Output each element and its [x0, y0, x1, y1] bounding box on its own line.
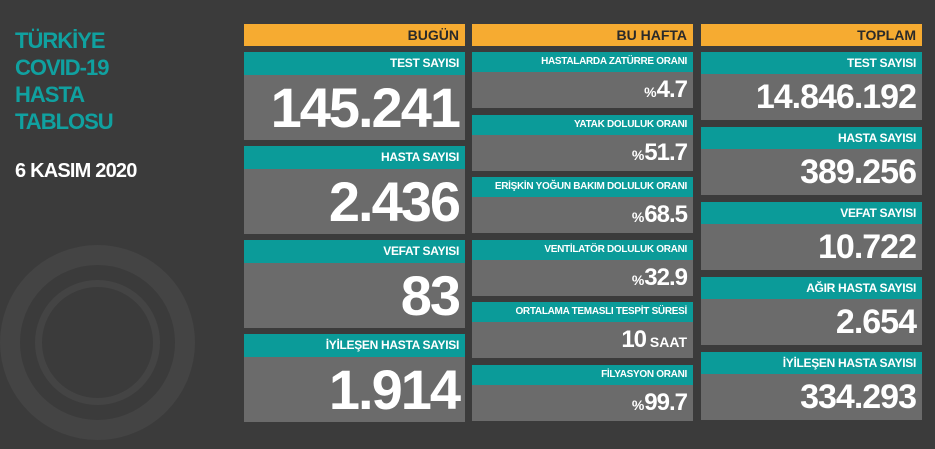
stat-suffix: SAAT	[646, 334, 687, 350]
ministry-emblem-inner-icon	[35, 280, 160, 405]
stat-value: %32.9	[472, 260, 693, 296]
stat-number: 32.9	[644, 263, 688, 291]
stat-label: HASTA SAYISI	[701, 127, 922, 149]
total-column: TOPLAM TEST SAYISI 14.846.192 HASTA SAYISI…	[701, 24, 922, 420]
today-stat-card: VEFAT SAYISI 83	[244, 240, 465, 328]
report-date: 6 KASIM 2020	[15, 160, 137, 182]
stat-number: 68.5	[644, 201, 688, 228]
today-stat-card: TEST SAYISI 145.241	[244, 52, 465, 140]
stat-label: TEST SAYISI	[244, 52, 465, 75]
week-header: BU HAFTA	[472, 24, 693, 46]
stat-value: %68.5	[472, 197, 693, 233]
week-stat-card: FİLYASYON ORANI %99.7	[472, 364, 693, 421]
stat-prefix: %	[631, 209, 645, 225]
total-stat-card: HASTA SAYISI 389.256	[701, 127, 922, 195]
stat-label: VEFAT SAYISI	[244, 240, 465, 263]
title-line: TABLOSU	[15, 109, 114, 134]
stat-value: %51.7	[472, 135, 693, 171]
stat-prefix: %	[631, 146, 645, 163]
total-stat-card: TEST SAYISI 14.846.192	[701, 52, 922, 120]
stat-value: 389.256	[800, 153, 917, 191]
today-header: BUGÜN	[244, 24, 465, 46]
title-line: TÜRKİYE	[15, 28, 106, 53]
stat-value: 83	[400, 264, 461, 327]
stat-value: 145.241	[270, 76, 461, 139]
stat-number: 4.7	[656, 76, 688, 103]
stat-label: AĞIR HASTA SAYISI	[701, 277, 922, 299]
page-title: TÜRKİYE COVID-19 HASTA TABLOSU	[15, 27, 215, 135]
title-line: HASTA	[15, 82, 85, 107]
title-line: COVID-19	[15, 55, 109, 80]
total-header: TOPLAM	[701, 24, 922, 46]
week-stat-card: VENTİLATÖR DOLULUK ORANI %32.9	[472, 239, 693, 296]
week-stat-card: ORTALAMA TEMASLI TESPİT SÜRESİ 10 SAAT	[472, 302, 693, 358]
stat-value: 14.846.192	[755, 78, 917, 116]
stat-value: 1.914	[328, 358, 461, 421]
stat-value: %99.7	[472, 385, 693, 421]
stat-label: İYİLEŞEN HASTA SAYISI	[701, 352, 922, 374]
stat-label: TEST SAYISI	[701, 52, 922, 74]
stat-value: 334.293	[800, 378, 917, 416]
stat-prefix: %	[631, 396, 645, 413]
stat-label: VEFAT SAYISI	[701, 202, 922, 224]
stat-value: 10.722	[818, 228, 917, 266]
stat-label: HASTALARDA ZATÜRRE ORANI	[472, 52, 693, 72]
stat-label: ERİŞKİN YOĞUN BAKIM DOLULUK ORANI	[472, 177, 693, 197]
stat-label: HASTA SAYISI	[244, 146, 465, 169]
stat-label: ORTALAMA TEMASLI TESPİT SÜRESİ	[472, 302, 693, 322]
stat-value: %4.7	[472, 72, 693, 108]
total-stat-card: AĞIR HASTA SAYISI 2.654	[701, 277, 922, 345]
today-stat-card: HASTA SAYISI 2.436	[244, 146, 465, 234]
stat-number: 51.7	[644, 138, 688, 166]
stat-value: 10 SAAT	[472, 322, 693, 358]
week-stat-card: YATAK DOLULUK ORANI %51.7	[472, 114, 693, 171]
week-stat-card: HASTALARDA ZATÜRRE ORANI %4.7	[472, 52, 693, 108]
stat-label: YATAK DOLULUK ORANI	[472, 114, 693, 135]
total-stat-card: İYİLEŞEN HASTA SAYISI 334.293	[701, 352, 922, 420]
week-stat-card: ERİŞKİN YOĞUN BAKIM DOLULUK ORANI %68.5	[472, 177, 693, 233]
stat-number: 10	[621, 326, 647, 353]
today-stat-card: İYİLEŞEN HASTA SAYISI 1.914	[244, 334, 465, 422]
stat-label: VENTİLATÖR DOLULUK ORANI	[472, 239, 693, 260]
stat-value: 2.654	[835, 303, 917, 341]
stat-prefix: %	[644, 84, 657, 100]
week-column: BU HAFTA HASTALARDA ZATÜRRE ORANI %4.7 YAT…	[472, 24, 693, 421]
total-stat-card: VEFAT SAYISI 10.722	[701, 202, 922, 270]
stat-label: İYİLEŞEN HASTA SAYISI	[244, 334, 465, 357]
stat-prefix: %	[631, 271, 645, 288]
stat-label: FİLYASYON ORANI	[472, 364, 693, 385]
today-column: BUGÜN TEST SAYISI 145.241 HASTA SAYISI 2.43…	[244, 24, 465, 422]
stat-number: 99.7	[644, 388, 688, 416]
stat-value: 2.436	[328, 170, 461, 233]
